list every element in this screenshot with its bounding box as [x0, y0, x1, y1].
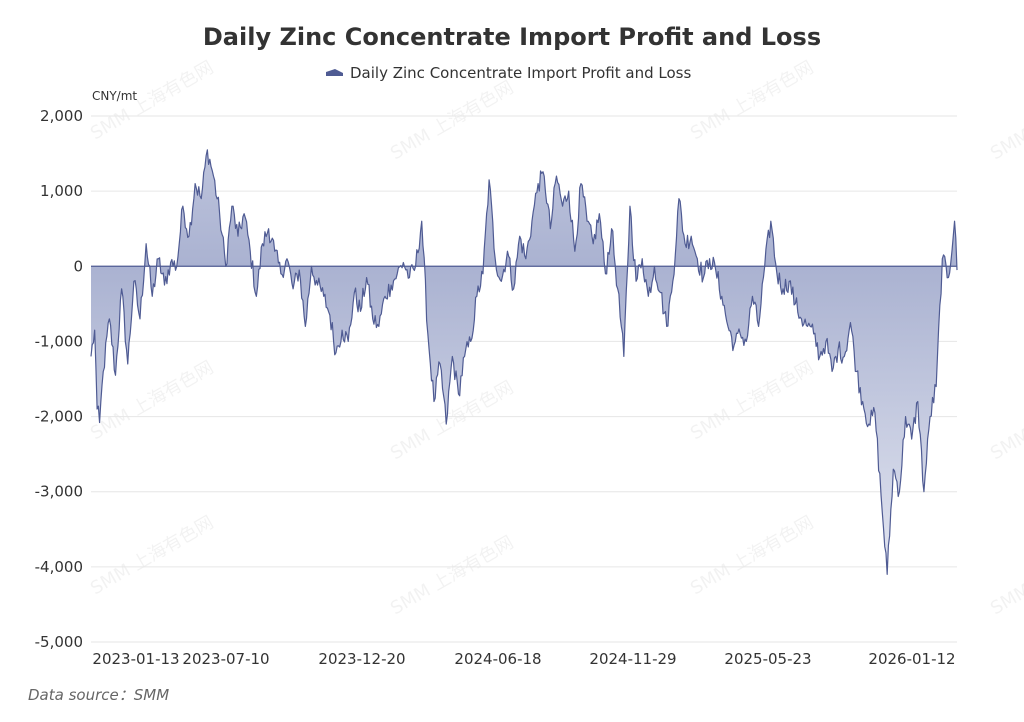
y-tick-label: 0: [73, 257, 83, 275]
x-tick-label: 2023-12-20: [318, 650, 405, 668]
series-area: [91, 149, 957, 575]
x-tick-label: 2026-01-12: [868, 650, 955, 668]
y-tick-label: -3,000: [35, 483, 83, 501]
x-tick-label: 2025-05-23: [724, 650, 811, 668]
legend-swatch-icon: [326, 69, 343, 76]
y-tick-label: 1,000: [40, 182, 83, 200]
watermark-text: SMM 上海有色网: [687, 512, 817, 599]
watermark-text: SMM 上海有色网: [387, 377, 517, 464]
series-layer: [90, 149, 958, 575]
watermark-text: SMM 上海有色网: [87, 357, 217, 444]
x-tick-label: 2023-07-10: [182, 650, 269, 668]
series-line[interactable]: [90, 149, 958, 575]
y-tick-label: -1,000: [35, 332, 83, 350]
watermark-text: SMM 上海有色网: [987, 77, 1024, 164]
y-tick-label: -5,000: [35, 633, 83, 651]
x-tick-label: 2023-01-13: [92, 650, 179, 668]
watermark-text: SMM 上海有色网: [687, 357, 817, 444]
watermark-text: SMM 上海有色网: [87, 512, 217, 599]
legend[interactable]: Daily Zinc Concentrate Import Profit and…: [326, 64, 691, 82]
legend-label: Daily Zinc Concentrate Import Profit and…: [350, 64, 691, 82]
watermark-text: SMM 上海有色网: [987, 377, 1024, 464]
y-tick-label: 2,000: [40, 107, 83, 125]
y-axis-ticks: 2,000 1,000 0 -1,000 -2,000 -3,000 -4,000 -5,00…: [35, 107, 83, 651]
watermark-text: SMM 上海有色网: [987, 532, 1024, 619]
chart-title: Daily Zinc Concentrate Import Profit and…: [203, 23, 821, 51]
watermark-text: SMM 上海有色网: [387, 77, 517, 164]
watermark-text: SMM 上海有色网: [687, 57, 817, 144]
watermark-text: SMM 上海有色网: [387, 532, 517, 619]
x-axis-ticks: 2023-01-13 2023-07-10 2023-12-20 2024-06-18…: [92, 650, 955, 668]
x-tick-label: 2024-11-29: [589, 650, 676, 668]
x-tick-label: 2024-06-18: [454, 650, 541, 668]
grid: [91, 115, 957, 643]
y-tick-label: -2,000: [35, 408, 83, 426]
data-source: Data source：SMM: [28, 686, 169, 704]
y-tick-label: -4,000: [35, 558, 83, 576]
y-axis-unit: CNY/mt: [92, 89, 137, 103]
